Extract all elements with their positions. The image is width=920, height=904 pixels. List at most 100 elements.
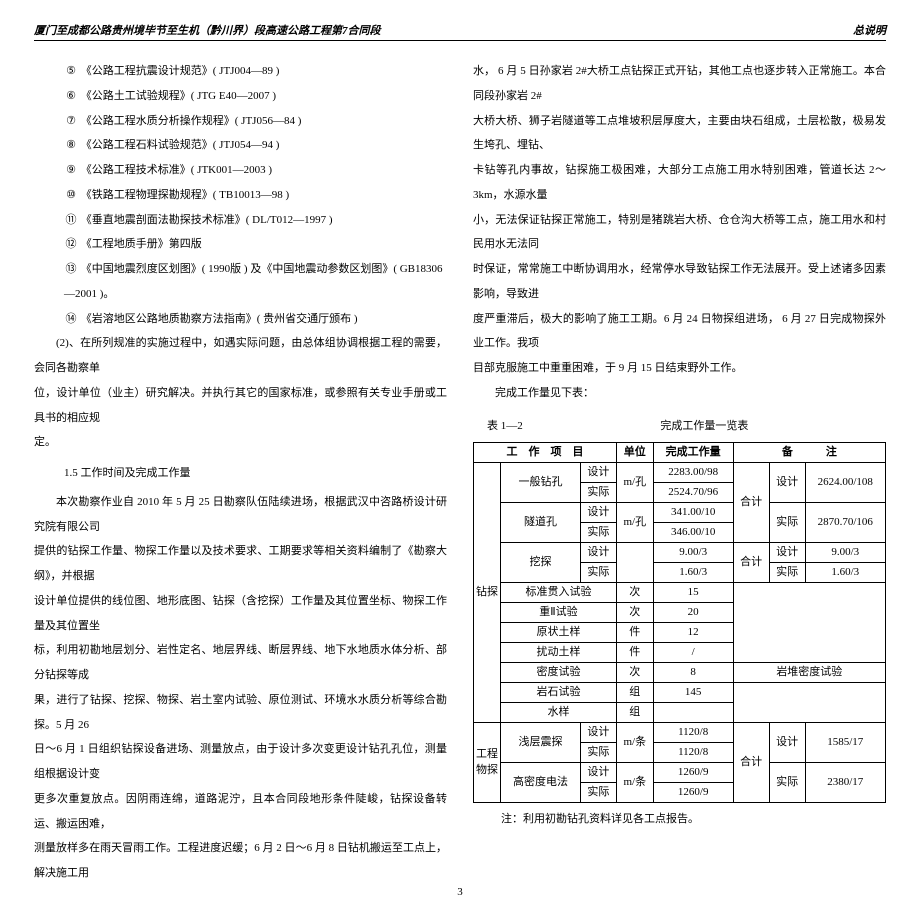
cell: 实际 — [580, 523, 616, 543]
cell: 15 — [653, 583, 733, 603]
para-line: 本次勘察作业自 2010 年 5 月 25 日勘察队伍陆续进场，根据武汉中咨路桥… — [34, 490, 447, 540]
cell: 实际 — [769, 503, 805, 543]
ref-text: 《工程地质手册》第四版 — [81, 238, 202, 250]
cell: 次 — [616, 583, 653, 603]
ref-text: 《垂直地震剖面法勘探技术标准》( DL/T012—1997 ) — [81, 214, 333, 226]
para-line: (2)、在所列规准的实施过程中，如遇实际问题，由总体组协调根据工程的需要，会同各… — [34, 331, 447, 381]
para-line: 时保证，常常施工中断协调用水，经常停水导致钻探工作无法展开。受上述诸多因素影响，… — [473, 257, 886, 307]
para-line: 位，设计单位（业主）研究解决。并执行其它的国家标准，或参照有关专业手册或工具书的… — [34, 381, 447, 431]
cell: 9.00/3 — [653, 543, 733, 563]
ref-num: ⑭ — [64, 307, 78, 332]
cell — [653, 703, 733, 723]
page-number: 3 — [0, 886, 920, 898]
cell: 设计 — [580, 723, 616, 743]
cell: 8 — [653, 663, 733, 683]
table-row: 标准贯入试验 次 15 — [474, 583, 886, 603]
ref-num: ⑨ — [64, 158, 78, 183]
para-line: 提供的钻探工作量、物探工作量以及技术要求、工期要求等相关资料编制了《勘察大纲》，… — [34, 539, 447, 589]
table-row: 高密度电法 设计 m/条 1260/9 实际 2380/17 — [474, 763, 886, 783]
table-row: 岩石试验 组 145 — [474, 683, 886, 703]
para-line: 完成工作量见下表： — [473, 381, 886, 406]
cell — [616, 543, 653, 583]
cell: 实际 — [769, 563, 805, 583]
ref-num: ⑦ — [64, 109, 78, 134]
para-line: 水， 6 月 5 日孙家岩 2#大桥工点钻探正式开钻，其他工点也逐步转入正常施工… — [473, 59, 886, 109]
cell: 1585/17 — [805, 723, 885, 763]
cell: m/条 — [616, 763, 653, 803]
cell — [733, 683, 885, 723]
cell: 1120/8 — [653, 723, 733, 743]
para-line: 日～6 月 1 日组织钻探设备进场、测量放点，由于设计多次变更设计钻孔孔位，测量… — [34, 737, 447, 787]
ref-num: ⑫ — [64, 232, 78, 257]
cell: 1120/8 — [653, 743, 733, 763]
header-left: 厦门至成都公路贵州境毕节至生机（黔川界）段高速公路工程第7合同段 — [34, 22, 381, 38]
cell: 1.60/3 — [653, 563, 733, 583]
para-line: 设计单位提供的线位图、地形底图、钻探（含挖探）工作量及其位置坐标、物探工作量及其… — [34, 589, 447, 639]
cell: 346.00/10 — [653, 523, 733, 543]
left-column: ⑤ 《公路工程抗震设计规范》( JTJ004—89 ) ⑥ 《公路土工试验规程》… — [34, 59, 447, 886]
ref-text: 《铁路工程物理探勘规程》( TB10013—98 ) — [81, 189, 289, 201]
cell: 浅层震探 — [501, 723, 581, 763]
cell: 2380/17 — [805, 763, 885, 803]
cell: 设计 — [769, 463, 805, 503]
cell: m/条 — [616, 723, 653, 763]
cell: 次 — [616, 663, 653, 683]
cell: 高密度电法 — [501, 763, 581, 803]
ref-text: 《公路工程抗震设计规范》( JTJ004—89 ) — [81, 65, 280, 77]
cell: 2283.00/98 — [653, 463, 733, 483]
cell: 341.00/10 — [653, 503, 733, 523]
ref-text: 《中国地震烈度区划图》( 1990版 ) 及《中国地震动参数区划图》( GB18… — [64, 263, 443, 300]
cell: m/孔 — [616, 503, 653, 543]
cell: 实际 — [580, 563, 616, 583]
group-cell: 钻探 — [474, 463, 501, 723]
cell: 组 — [616, 703, 653, 723]
cell: 岩堆密度试验 — [733, 663, 885, 683]
ref-num: ⑬ — [64, 257, 78, 282]
cell: m/孔 — [616, 463, 653, 503]
cell: 合计 — [733, 543, 769, 583]
cell: 岩石试验 — [501, 683, 617, 703]
ref-text: 《公路土工试验规程》( JTG E40—2007 ) — [81, 90, 276, 102]
cell: 一般钻孔 — [501, 463, 581, 503]
ref-num: ⑤ — [64, 59, 78, 84]
cell: 组 — [616, 683, 653, 703]
cell: 重Ⅱ试验 — [501, 603, 617, 623]
cell: 隧道孔 — [501, 503, 581, 543]
cell: 2524.70/96 — [653, 483, 733, 503]
para-line: 测量放样多在雨天冒雨工作。工程进度迟缓；6 月 2 日～6 月 8 日钻机搬运至… — [34, 836, 447, 886]
ref-num: ⑥ — [64, 84, 78, 109]
ref-text: 《公路工程水质分析操作规程》( JTJ056—84 ) — [81, 115, 302, 127]
para-line: 目部克服施工中重重困难，于 9 月 15 日结束野外工作。 — [473, 356, 886, 381]
table-header-row: 工 作 项 目 单位 完成工作量 备 注 — [474, 443, 886, 463]
cell: 设计 — [769, 723, 805, 763]
ref-num: ⑪ — [64, 208, 78, 233]
cell: 设计 — [580, 763, 616, 783]
cell: 合计 — [733, 463, 769, 543]
cell: 1.60/3 — [805, 563, 885, 583]
cell: 设计 — [580, 463, 616, 483]
para-line: 卡钻等孔内事故，钻探施工极困难，大部分工点施工用水特别困难，管道长达 2～3km… — [473, 158, 886, 208]
cell: 挖探 — [501, 543, 581, 583]
cell: 145 — [653, 683, 733, 703]
cell: 9.00/3 — [805, 543, 885, 563]
para-line: 定。 — [34, 430, 447, 455]
cell: 实际 — [580, 743, 616, 763]
cell: 实际 — [769, 763, 805, 803]
para-line: 度严重滞后，极大的影响了施工工期。6 月 24 日物探组进场， 6 月 27 日… — [473, 307, 886, 357]
cell: 1260/9 — [653, 763, 733, 783]
cell: 标准贯入试验 — [501, 583, 617, 603]
cell: 实际 — [580, 783, 616, 803]
table-number: 表 1—2 — [487, 414, 523, 439]
cell: 1260/9 — [653, 783, 733, 803]
para-line: 果，进行了钻探、挖探、物探、岩土室内试验、原位测试、环境水水质分析等综合勘探。5… — [34, 688, 447, 738]
cell: 件 — [616, 643, 653, 663]
cell: 设计 — [580, 503, 616, 523]
ref-text: 《公路工程石料试验规范》( JTJ054—94 ) — [81, 139, 280, 151]
right-column: 水， 6 月 5 日孙家岩 2#大桥工点钻探正式开钻，其他工点也逐步转入正常施工… — [473, 59, 886, 886]
table-row: 钻探 一般钻孔 设计 m/孔 2283.00/98 合计 设计 2624.00/… — [474, 463, 886, 483]
ref-num: ⑧ — [64, 133, 78, 158]
table-row: 工程物探 浅层震探 设计 m/条 1120/8 合计 设计 1585/17 — [474, 723, 886, 743]
header-right: 总说明 — [853, 22, 886, 38]
cell: 件 — [616, 623, 653, 643]
th: 完成工作量 — [653, 443, 733, 463]
